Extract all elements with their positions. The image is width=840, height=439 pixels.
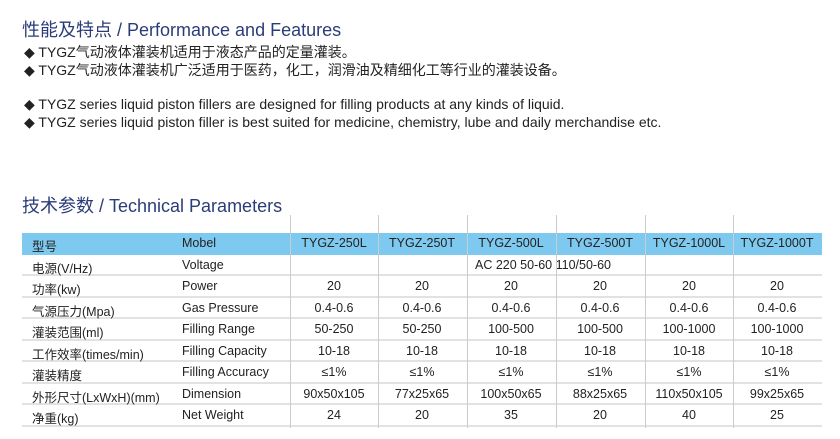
table-cell: 110x50x105 [655, 386, 723, 401]
row-label-en: Dimension [182, 386, 242, 401]
table-cell: 10-18 [673, 343, 705, 358]
table-cell: 77x25x65 [394, 386, 450, 401]
table-cell: 10-18 [584, 343, 616, 358]
header-cn: 型号 [32, 240, 58, 254]
header-model: TYGZ-500L [478, 236, 544, 250]
header-model: TYGZ-1000L [652, 236, 726, 250]
header-model: TYGZ-500T [567, 236, 633, 250]
table-row: 灌装精度 Filling Accuracy ≤1% ≤1% ≤1% ≤1% ≤1% ≤1% [22, 362, 822, 384]
column-divider [467, 215, 468, 428]
row-label-en: Power [182, 279, 218, 293]
row-label-en: Filling Accuracy [182, 365, 269, 379]
table-row: 灌装范围(ml) Filling Range 50-250 50-250 100-500… [22, 319, 822, 341]
params-title: 技术参数 / Technical Parameters [22, 196, 283, 216]
table-cell: 0.4-0.6 [491, 300, 531, 315]
table-cell: 24 [327, 408, 341, 422]
table-cell: 100-1000 [662, 322, 716, 336]
table-row: 工作效率(times/min) Filling Capacity 10-18 10-1… [22, 341, 822, 362]
table-row: 气源压力(Mpa) Gas Pressure 0.4-0.6 0.4-0.6 0.4-0… [22, 298, 822, 319]
voltage-value: AC 220 50-60 110/50-60 [475, 257, 611, 272]
column-divider [378, 215, 379, 428]
row-label-cn: 灌装精度 [32, 369, 83, 383]
row-label-en: Gas Pressure [182, 300, 259, 315]
table-cell: ≤1% [676, 365, 702, 379]
table-cell: 20 [682, 279, 696, 293]
table-row-voltage: 电源(V/Hz) Voltage AC 220 50-60 110/50-60 [22, 255, 822, 276]
table-cell: ≤1% [321, 365, 347, 379]
table-cell: 10-18 [318, 343, 350, 358]
parameters-table: 型号 Mobel TYGZ-250L TYGZ-250T TYGZ-500L TYGZ… [22, 233, 822, 427]
row-label-cn: 净重(kg) [32, 412, 79, 426]
table-cell: 10-18 [495, 343, 527, 358]
row-label-en: Net Weight [182, 408, 244, 422]
table-cell: 90x50x105 [303, 386, 365, 401]
table-cell: 50-250 [402, 322, 442, 336]
table-cell: 0.4-0.6 [757, 300, 797, 315]
table-cell: 40 [682, 408, 696, 422]
row-label-en: Filling Range [182, 322, 255, 336]
table-cell: ≤1% [498, 365, 524, 379]
column-divider [556, 215, 557, 428]
table-cell: 20 [593, 408, 607, 422]
row-label-cn: 功率(kw) [32, 283, 81, 297]
table-cell: 25 [770, 408, 784, 422]
table-cell: 99x25x65 [749, 386, 805, 401]
table-row: 外形尺寸(LxWxH)(mm) Dimension 90x50x105 77x25x6… [22, 384, 822, 405]
row-label-cn: 工作效率(times/min) [32, 347, 144, 362]
table-cell: 50-250 [314, 322, 354, 336]
table-cell: 20 [770, 279, 784, 293]
row-label-en: Filling Capacity [182, 343, 267, 358]
header-model: TYGZ-250L [301, 236, 367, 250]
column-divider [645, 215, 646, 428]
header-model: TYGZ-1000T [740, 236, 814, 250]
table-cell: 20 [504, 279, 518, 293]
table-cell: 100x50x65 [480, 386, 542, 401]
row-label-cn: 灌装范围(ml) [32, 326, 104, 340]
table-cell: 100-500 [488, 322, 534, 336]
table-cell: ≤1% [764, 365, 790, 379]
table-cell: 20 [327, 279, 341, 293]
table-cell: 88x25x65 [572, 386, 628, 401]
table-cell: 20 [415, 279, 429, 293]
table-cell: 20 [415, 408, 429, 422]
column-divider [290, 215, 291, 428]
column-divider [733, 215, 734, 428]
table-cell: 0.4-0.6 [580, 300, 620, 315]
row-label-cn: 外形尺寸(LxWxH)(mm) [32, 390, 160, 405]
table-cell: 100-1000 [750, 322, 804, 336]
header-en: Mobel [182, 236, 217, 250]
row-label-cn: 气源压力(Mpa) [32, 304, 115, 319]
table-cell: 0.4-0.6 [669, 300, 709, 315]
table-header-row: 型号 Mobel TYGZ-250L TYGZ-250T TYGZ-500L TYGZ… [22, 233, 822, 255]
feature-bullet: ◆ TYGZ气动液体灌装机适用于液态产品的定量灌装。 [24, 44, 356, 60]
table-cell: 35 [504, 408, 518, 422]
table-cell: ≤1% [409, 365, 435, 379]
table-cell: 0.4-0.6 [402, 300, 442, 315]
feature-bullet: ◆ TYGZ气动液体灌装机广泛适用于医药，化工，润滑油及精细化工等行业的灌装设备… [24, 62, 566, 78]
header-model: TYGZ-250T [389, 236, 455, 250]
features-title: 性能及特点 / Performance and Features [22, 20, 342, 40]
table-cell: 20 [593, 279, 607, 293]
table-cell: 0.4-0.6 [314, 300, 354, 315]
table-row: 功率(kw) Power 20 20 20 20 20 20 [22, 276, 822, 298]
table-cell: 100-500 [577, 322, 623, 336]
feature-bullet: ◆ TYGZ series liquid piston filler is be… [24, 114, 662, 130]
table-cell: 10-18 [406, 343, 438, 358]
table-row: 净重(kg) Net Weight 24 20 35 20 40 25 [22, 405, 822, 427]
row-label-cn: 电源(V/Hz) [32, 261, 93, 276]
feature-bullet: ◆ TYGZ series liquid piston fillers are … [24, 96, 565, 112]
table-cell: ≤1% [587, 365, 613, 379]
row-label-en: Voltage [182, 257, 224, 272]
table-cell: 10-18 [761, 343, 793, 358]
